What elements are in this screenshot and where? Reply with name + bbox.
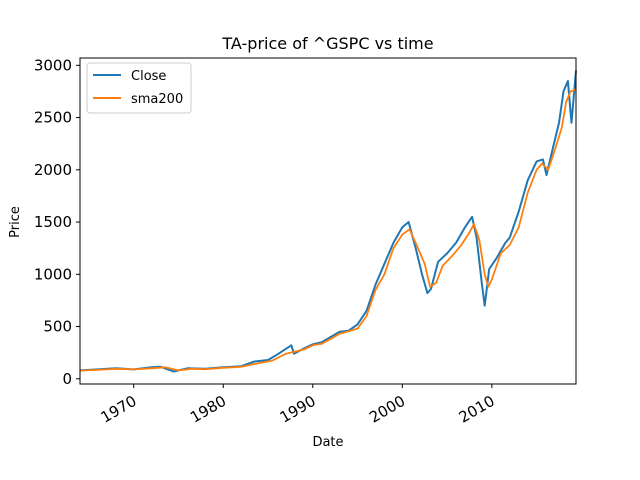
plot-frame <box>79 57 577 385</box>
x-axis-label: Date <box>312 435 343 450</box>
legend: Close sma200 <box>86 62 192 114</box>
chart-title: TA-price of ^GSPC vs time <box>221 34 433 53</box>
plot-series <box>79 70 577 373</box>
series-line-sma200 <box>79 88 577 372</box>
y-tick-label: 1000 <box>34 265 72 283</box>
y-tick-label: 2000 <box>34 161 72 179</box>
x-axis: 1970 1980 1990 2000 2010 <box>98 384 498 427</box>
y-tick-label: 0 <box>62 370 72 388</box>
y-tick-label: 3000 <box>34 56 72 74</box>
series-line-close <box>79 70 577 373</box>
y-axis-label: Price <box>8 206 23 238</box>
y-tick-label: 2500 <box>34 109 72 127</box>
y-axis: 0 500 1000 1500 2000 2500 3000 <box>34 56 80 388</box>
legend-label-close: Close <box>131 69 166 84</box>
y-tick-label: 1500 <box>34 213 72 231</box>
x-tick-label: 2000 <box>366 392 408 427</box>
legend-label-sma200: sma200 <box>131 92 183 107</box>
x-tick-label: 1980 <box>187 392 229 427</box>
x-tick-label: 2010 <box>456 392 498 427</box>
y-tick-label: 500 <box>43 318 72 336</box>
x-tick-label: 1970 <box>98 392 140 427</box>
x-tick-label: 1990 <box>277 392 319 427</box>
